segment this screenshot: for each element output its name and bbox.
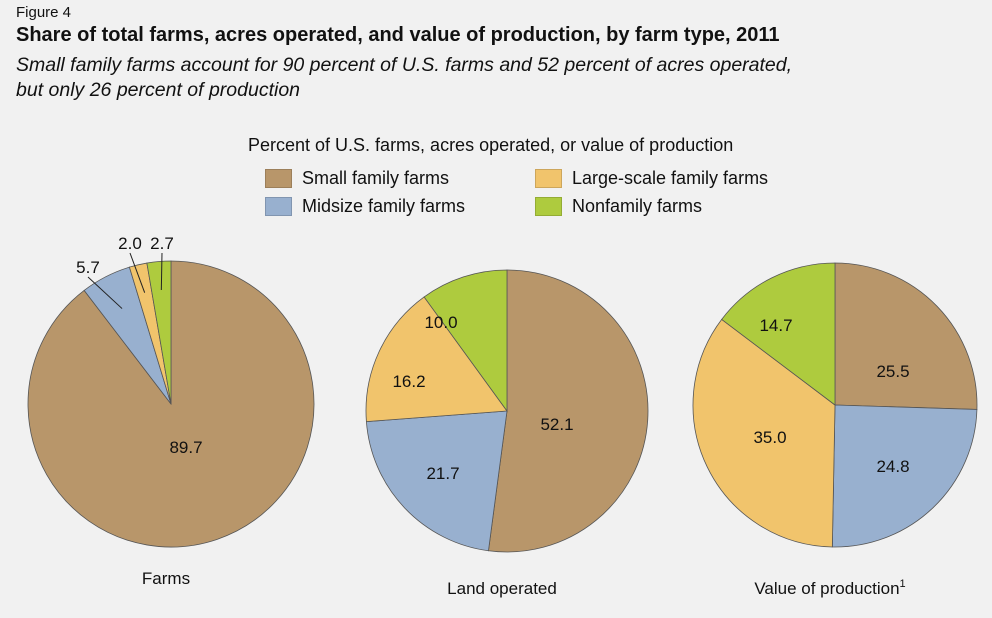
data-label: 25.5 [876,362,909,381]
pie-title: Farms [142,569,190,588]
pie-slice-nonfamily-farms [423,269,508,413]
legend-title: Percent of U.S. farms, acres operated, o… [248,135,734,155]
data-label: 35.0 [753,428,786,447]
legend-swatch [265,169,292,188]
data-label: 52.1 [540,415,573,434]
pie-slice-small-family-farms [487,269,649,553]
pie-slice-large-scale-family-farms [365,296,508,423]
leader-line [160,252,163,291]
data-label: 2.7 [150,234,174,253]
legend-item-large: Large-scale family farms [535,168,768,189]
legend-item-small: Small family farms [265,168,449,189]
data-label: 89.7 [169,438,202,457]
legend-label: Midsize family farms [302,196,466,216]
subtitle-line-2: but only 26 percent of production [16,79,301,101]
pie-slice-nonfamily-farms [146,260,172,405]
footnote-marker: 1 [900,578,906,590]
data-label: 10.0 [424,313,457,332]
chart-title: Share of total farms, acres operated, an… [16,24,780,46]
data-label: 2.0 [118,234,142,253]
data-label: 21.7 [426,464,459,483]
leader-line [87,276,123,309]
data-label: 14.7 [759,316,792,335]
legend-swatch [535,197,562,216]
legend-swatch [535,169,562,188]
pie-slice-large-scale-family-farms [692,318,836,548]
data-label: 5.7 [76,258,100,277]
pie-slice-midsize-family-farms [831,404,978,548]
subtitle-line-1: Small family farms account for 90 percen… [16,54,793,76]
legend-item-midsize: Midsize family farms [265,196,465,217]
legend-swatch [265,197,292,216]
pie-slice-nonfamily-farms [721,262,836,406]
legend-label: Large-scale family farms [572,168,769,188]
legend-label: Nonfamily farms [572,196,703,216]
pie-slice-midsize-family-farms [365,410,508,552]
data-label: 24.8 [876,457,909,476]
legend-label: Small family farms [302,168,450,188]
pie-title: Value of production1 [754,578,905,598]
figure-label: Figure 4 [16,4,72,21]
data-label: 16.2 [392,372,425,391]
leader-line [129,252,146,293]
legend-item-nonfamily: Nonfamily farms [535,196,702,217]
chart-subtitle: Small family farms account for 90 percen… [16,53,986,103]
pie-title: Land operated [447,579,557,598]
pie-slice-small-family-farms [834,262,978,410]
